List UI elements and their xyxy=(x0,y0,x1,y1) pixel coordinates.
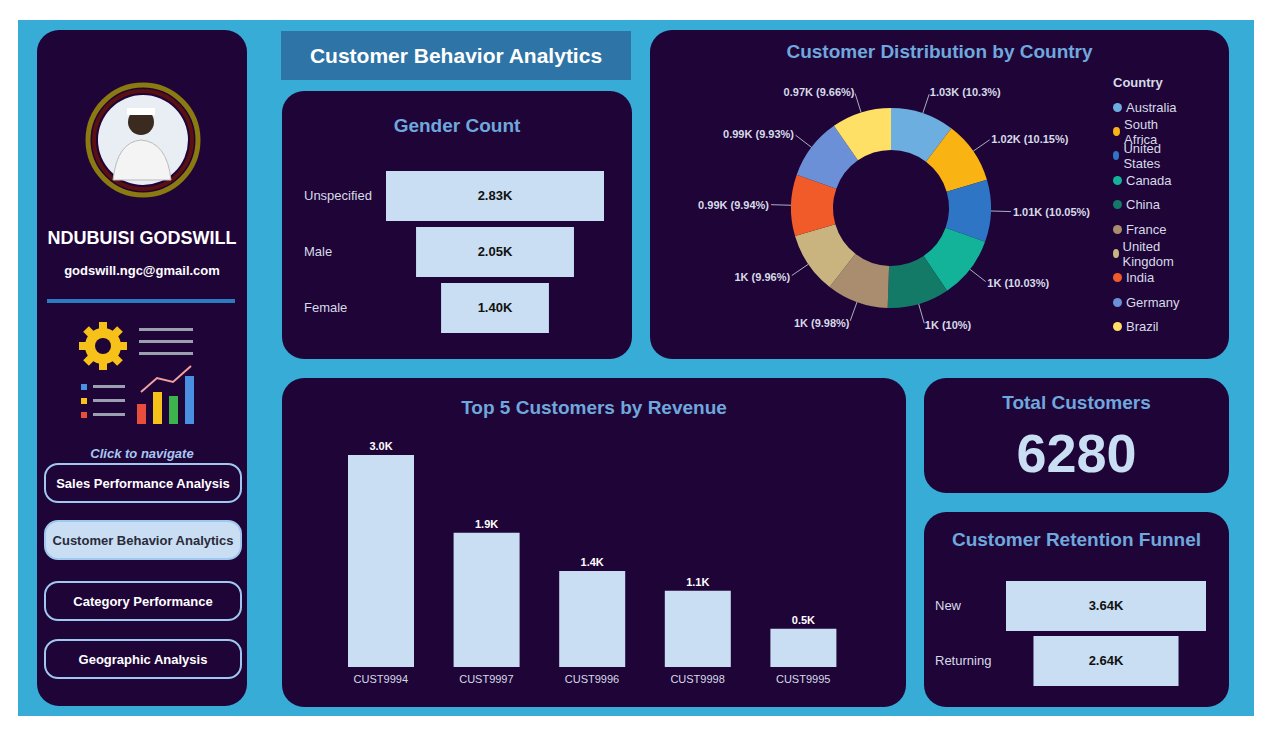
svg-text:3.64K: 3.64K xyxy=(1089,598,1124,613)
svg-text:1K (9.96%): 1K (9.96%) xyxy=(734,271,790,283)
html-text:South Africa: South Africa xyxy=(1124,116,1159,147)
svg-text:0.99K (9.93%): 0.99K (9.93%) xyxy=(723,128,794,140)
svg-text:1K (10%): 1K (10%) xyxy=(925,319,972,331)
svg-text:1K (9.98%): 1K (9.98%) xyxy=(794,317,850,329)
svg-text:1.03K (10.3%): 1.03K (10.3%) xyxy=(930,86,1001,98)
svg-text:1.1K: 1.1K xyxy=(686,576,709,588)
svg-text:1.01K (10.05%): 1.01K (10.05%) xyxy=(1013,206,1090,218)
html-text:Brazil: Brazil xyxy=(1126,319,1159,335)
svg-text:Female: Female xyxy=(304,300,347,315)
svg-text:2.64K: 2.64K xyxy=(1089,653,1124,668)
html-text:China: China xyxy=(1126,197,1160,213)
html-text:Top 5 Customers by Revenue: Top 5 Customers by Revenue xyxy=(461,397,727,418)
html-text:Customer Retention Funnel: Customer Retention Funnel xyxy=(951,529,1202,550)
html-text:Canada: Canada xyxy=(1126,172,1172,188)
svg-text:1.02K (10.15%): 1.02K (10.15%) xyxy=(991,133,1068,145)
html-text:Sales Performance Analysis: Sales Performance Analysis xyxy=(56,475,230,491)
html-text:Australia: Australia xyxy=(1126,99,1177,115)
svg-text:New: New xyxy=(935,598,962,613)
svg-text:1.4K: 1.4K xyxy=(581,556,604,568)
html-text:6280: 6280 xyxy=(1016,423,1137,483)
svg-text:CUST9997: CUST9997 xyxy=(459,673,513,685)
html-text:Customer Behavior Analytics: Customer Behavior Analytics xyxy=(52,532,234,548)
svg-text:CUST9998: CUST9998 xyxy=(670,673,724,685)
svg-text:1K (10.03%): 1K (10.03%) xyxy=(987,277,1049,289)
svg-text:0.5K: 0.5K xyxy=(792,614,815,626)
svg-text:2.83K: 2.83K xyxy=(478,188,513,203)
html-text:Gender Count: Gender Count xyxy=(393,115,521,136)
svg-text:3.0K: 3.0K xyxy=(369,440,392,452)
html-text:Category Performance: Category Performance xyxy=(73,593,213,609)
html-text:India: India xyxy=(1126,270,1155,286)
svg-text:0.97K (9.66%): 0.97K (9.66%) xyxy=(784,86,855,98)
svg-text:CUST9995: CUST9995 xyxy=(776,673,830,685)
html-text:Germany: Germany xyxy=(1126,294,1180,310)
svg-text:Male: Male xyxy=(304,244,332,259)
html-text:Customer Distribution by Count: Customer Distribution by Country xyxy=(786,41,1093,62)
svg-text:1.40K: 1.40K xyxy=(478,300,513,315)
html-text:United Kingdom: United Kingdom xyxy=(1122,238,1174,269)
svg-text:Returning: Returning xyxy=(935,653,991,668)
svg-text:CUST9996: CUST9996 xyxy=(565,673,619,685)
html-text:godswill.ngc@gmail.com: godswill.ngc@gmail.com xyxy=(64,263,220,278)
html-text:Customer Behavior Analytics: Customer Behavior Analytics xyxy=(309,43,603,67)
svg-text:1.9K: 1.9K xyxy=(475,518,498,530)
svg-text:0.99K (9.94%): 0.99K (9.94%) xyxy=(698,199,769,211)
html-text:France: France xyxy=(1126,221,1167,237)
svg-text:CUST9994: CUST9994 xyxy=(354,673,408,685)
html-text:Geographic Analysis: Geographic Analysis xyxy=(78,651,208,667)
svg-text:2.05K: 2.05K xyxy=(478,244,513,259)
html-text:Click to navigate: Click to navigate xyxy=(90,446,194,461)
html-text:Total Customers: Total Customers xyxy=(1002,392,1151,413)
html-text:Country: Country xyxy=(1113,75,1163,90)
svg-text:Unspecified: Unspecified xyxy=(304,188,372,203)
html-text:United States: United States xyxy=(1123,141,1161,171)
html-text:NDUBUISI GODSWILL: NDUBUISI GODSWILL xyxy=(47,228,237,248)
